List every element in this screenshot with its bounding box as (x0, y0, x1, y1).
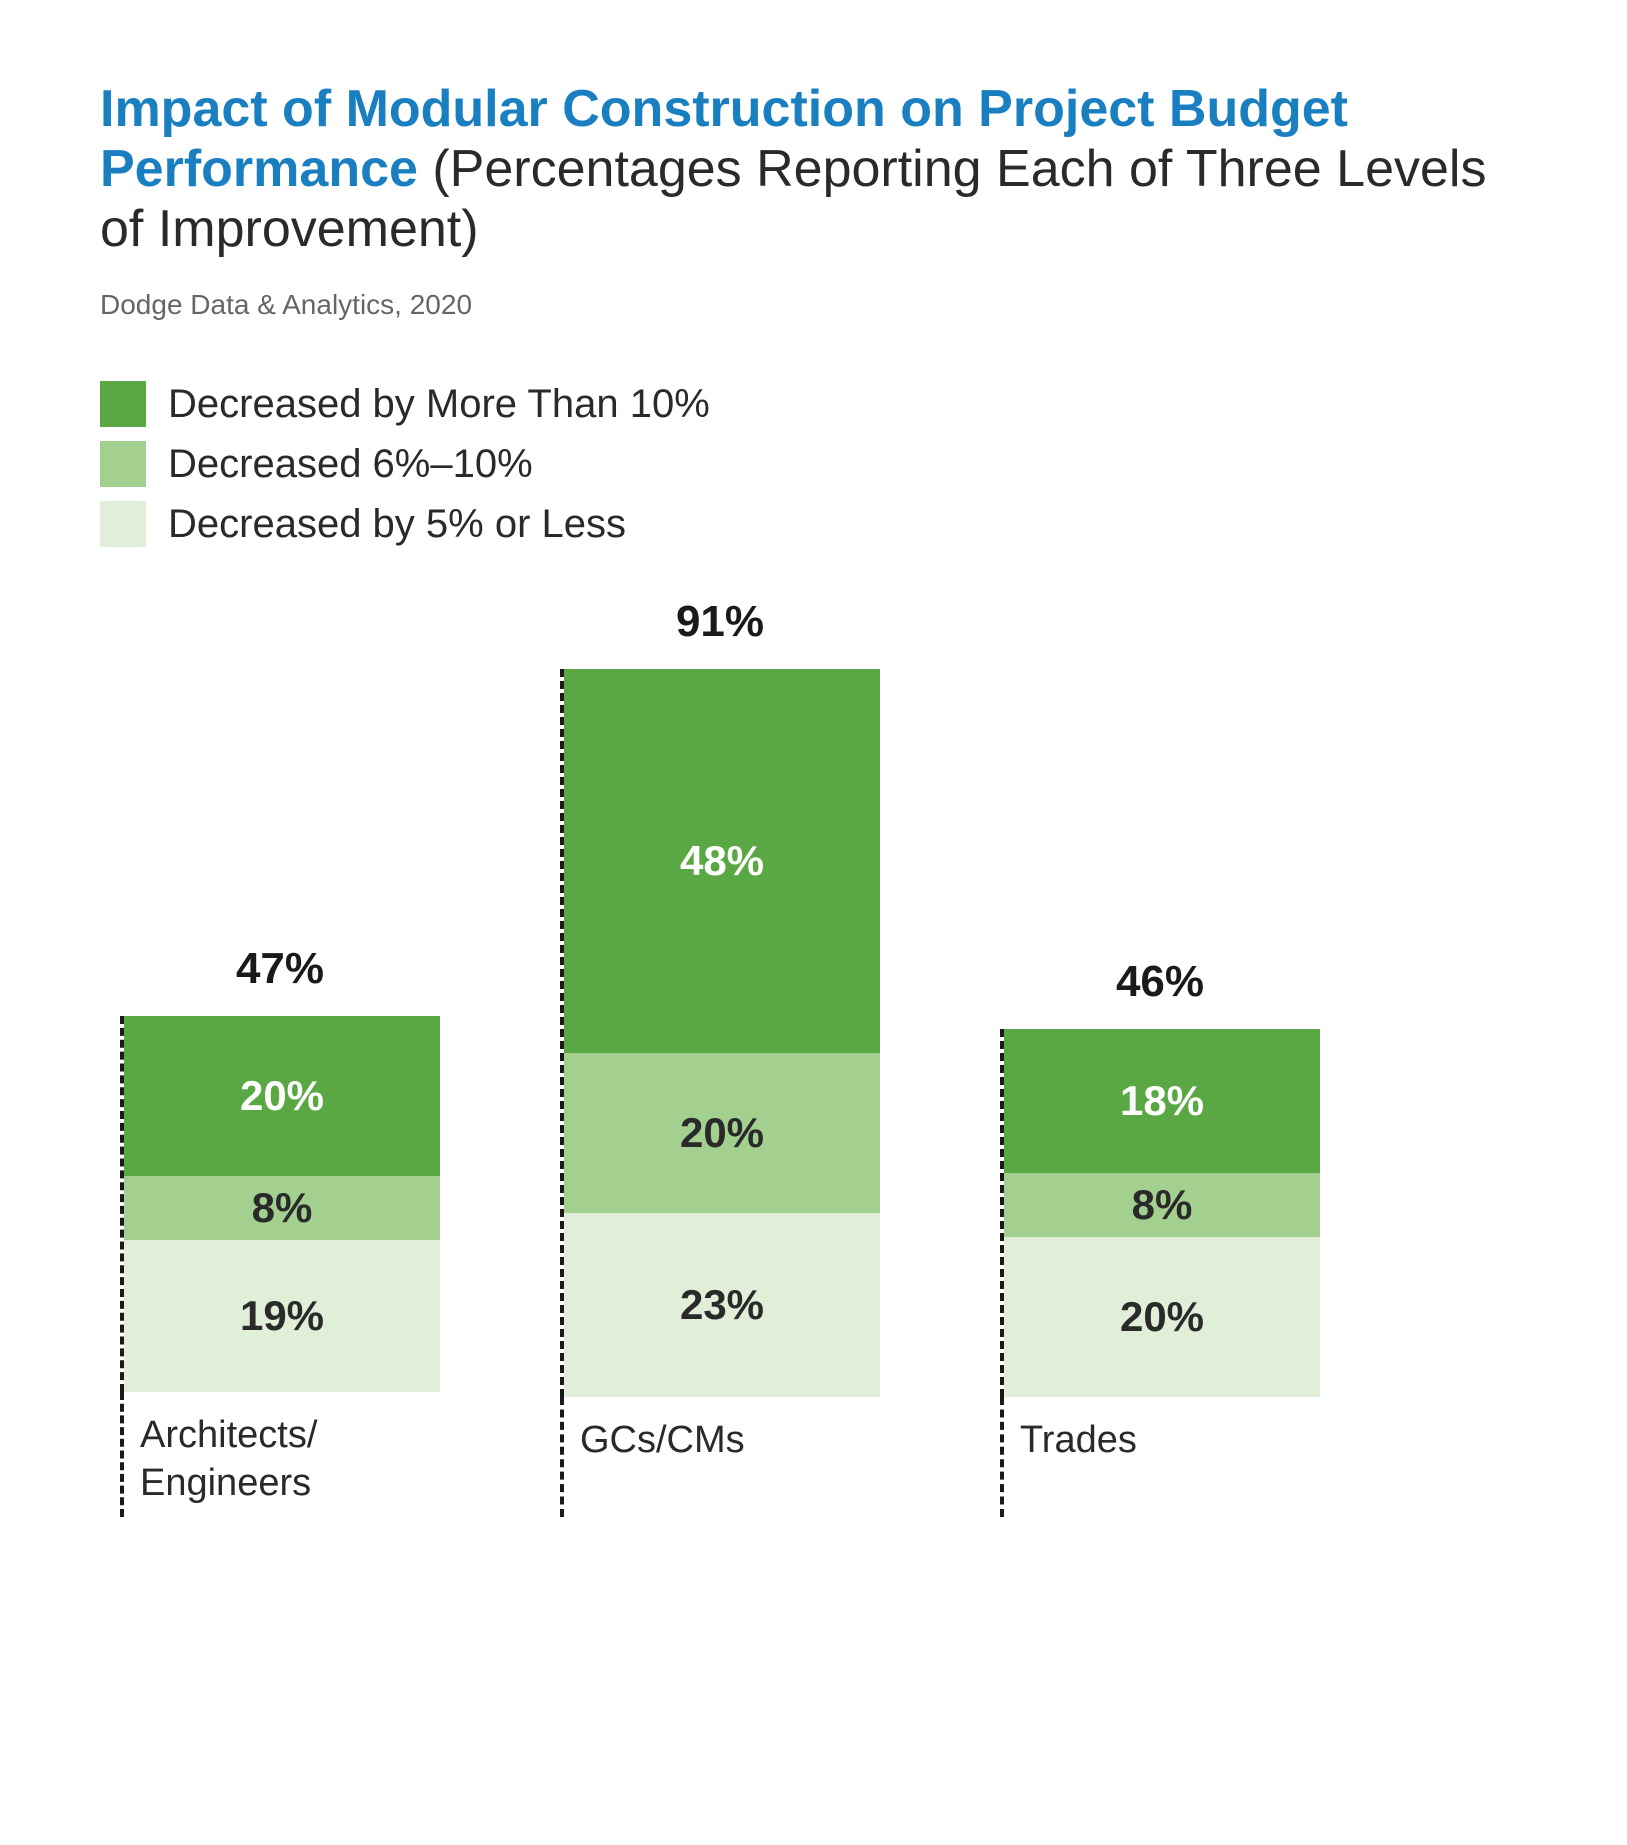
bar-segment-label: 23% (680, 1281, 764, 1329)
bar-segment: 20% (564, 1053, 880, 1213)
bar-stack: 23% 20% 48% (560, 669, 880, 1397)
bar-segment: 20% (124, 1016, 440, 1176)
bar-segment-label: 18% (1120, 1077, 1204, 1125)
bar-group: 91% 23% 20% 48% GCs/CMs (560, 597, 880, 1517)
bar-segment-label: 20% (240, 1072, 324, 1120)
legend-label: Decreased 6%–10% (168, 442, 533, 487)
legend-item: Decreased by More Than 10% (100, 381, 1527, 427)
bar-segment: 18% (1004, 1029, 1320, 1173)
bar-segment-label: 8% (252, 1184, 313, 1232)
legend-label: Decreased by 5% or Less (168, 502, 626, 547)
bar-stack: 20% 8% 18% (1000, 1029, 1320, 1397)
bar-total-label: 91% (560, 597, 880, 647)
chart-source: Dodge Data & Analytics, 2020 (100, 289, 1527, 321)
bar-segment-label: 19% (240, 1292, 324, 1340)
bar-segment: 23% (564, 1213, 880, 1397)
bar-segment-label: 8% (1132, 1181, 1193, 1229)
bar-segment: 19% (124, 1240, 440, 1392)
bar-total-label: 46% (1000, 957, 1320, 1007)
legend-label: Decreased by More Than 10% (168, 382, 710, 427)
bar-segment-label: 48% (680, 837, 764, 885)
stacked-bar-chart: 47%19%8%20%Architects/Engineers91%23%20%… (100, 617, 1527, 1517)
chart-title-block: Impact of Modular Construction on Projec… (100, 80, 1527, 259)
bar-group: 47% 19% 8% 20% Architects/Engineers (120, 944, 440, 1517)
bar-segment: 8% (124, 1176, 440, 1240)
bar-category-label: GCs/CMs (560, 1397, 880, 1517)
legend-swatch (100, 441, 146, 487)
bar-category-label: Trades (1000, 1397, 1320, 1517)
bar-stack: 19% 8% 20% (120, 1016, 440, 1392)
legend-swatch (100, 501, 146, 547)
bar-segment: 20% (1004, 1237, 1320, 1397)
bar-total-label: 47% (120, 944, 440, 994)
bar-segment: 8% (1004, 1173, 1320, 1237)
legend-item: Decreased by 5% or Less (100, 501, 1527, 547)
bar-category-label: Architects/Engineers (120, 1392, 440, 1517)
bar-segment-label: 20% (1120, 1293, 1204, 1341)
legend-swatch (100, 381, 146, 427)
chart-legend: Decreased by More Than 10% Decreased 6%–1… (100, 381, 1527, 547)
bar-group: 46% 20% 8% 18% Trades (1000, 957, 1320, 1517)
bar-segment: 48% (564, 669, 880, 1053)
bar-segment-label: 20% (680, 1109, 764, 1157)
legend-item: Decreased 6%–10% (100, 441, 1527, 487)
